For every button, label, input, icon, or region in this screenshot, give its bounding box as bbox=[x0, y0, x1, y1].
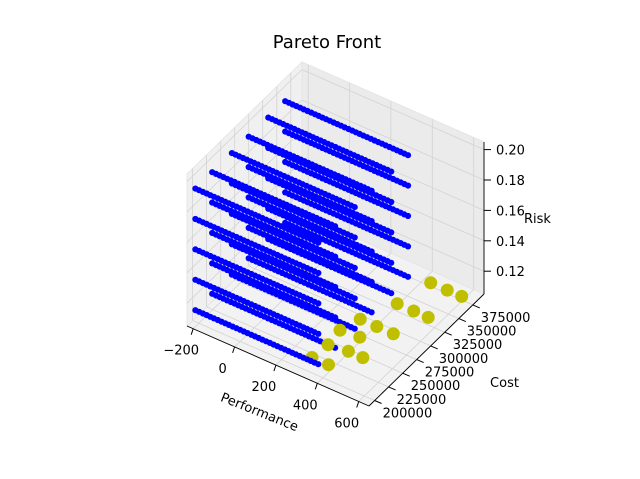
pareto-point-blue bbox=[368, 248, 375, 255]
x-axis-line bbox=[186, 325, 370, 407]
y-tick-label: 275000 bbox=[425, 366, 475, 381]
x-tick-label: 200 bbox=[251, 380, 276, 395]
pareto-point-blue bbox=[315, 330, 322, 337]
pareto-point-yellow bbox=[322, 358, 335, 372]
pareto-point-blue bbox=[332, 223, 339, 230]
pareto-point-blue bbox=[388, 229, 395, 236]
data-points bbox=[192, 98, 469, 372]
pareto-point-yellow bbox=[341, 344, 355, 358]
pareto-point-blue bbox=[368, 278, 375, 285]
pareto-point-blue bbox=[332, 253, 339, 260]
x-tick bbox=[273, 364, 277, 372]
y-tick bbox=[416, 359, 424, 364]
pareto-point-blue bbox=[351, 204, 358, 211]
y-tick bbox=[374, 400, 382, 404]
y-tick-label: 300000 bbox=[439, 352, 489, 367]
pareto-point-yellow bbox=[353, 330, 367, 344]
pareto-point-yellow bbox=[390, 297, 404, 311]
pareto-point-yellow bbox=[321, 338, 335, 352]
pareto-point-blue bbox=[368, 309, 375, 316]
pareto-point-blue bbox=[404, 152, 412, 159]
y-tick-label: 375000 bbox=[481, 311, 531, 326]
z-tick-label: 0.20 bbox=[496, 144, 525, 159]
pareto-point-blue bbox=[388, 290, 395, 297]
y-tick bbox=[444, 331, 452, 336]
z-tick-label: 0.14 bbox=[496, 235, 525, 250]
pareto-point-yellow bbox=[353, 312, 367, 326]
pareto-point-blue bbox=[388, 198, 395, 206]
x-tick-label: 600 bbox=[334, 417, 359, 432]
axis-lines bbox=[186, 142, 485, 407]
x-grid-floor bbox=[275, 252, 392, 366]
y-tick bbox=[430, 345, 438, 350]
y-grid-floor bbox=[234, 279, 417, 360]
y-grid-floor bbox=[248, 265, 431, 347]
z-tick-label: 0.16 bbox=[496, 204, 525, 219]
x-tick bbox=[356, 401, 360, 408]
x-tick bbox=[314, 383, 318, 390]
pareto-point-yellow bbox=[356, 351, 370, 365]
x-tick-label: 0 bbox=[218, 362, 226, 377]
pareto-point-blue bbox=[315, 300, 322, 307]
x-tick bbox=[190, 328, 194, 335]
x-tick-label: 400 bbox=[293, 398, 318, 413]
z-tick-label: 0.12 bbox=[496, 265, 525, 280]
pareto-point-blue bbox=[315, 269, 322, 277]
z-axis-label: Risk bbox=[524, 212, 551, 227]
pareto-point-blue bbox=[388, 259, 395, 266]
pareto-point-blue bbox=[351, 234, 358, 241]
pareto-point-blue bbox=[404, 273, 412, 280]
y-tick-label: 325000 bbox=[453, 338, 503, 353]
pareto-point-yellow bbox=[455, 289, 469, 303]
y-tick bbox=[402, 372, 410, 377]
pareto-point-yellow bbox=[407, 304, 421, 318]
pareto-point-blue bbox=[404, 182, 412, 189]
y-tick bbox=[458, 318, 466, 323]
pareto-point-blue bbox=[351, 264, 358, 271]
pareto-point-blue bbox=[351, 295, 358, 302]
y-tick-label: 350000 bbox=[467, 325, 517, 340]
y-grid-floor bbox=[192, 320, 375, 401]
pareto-point-blue bbox=[332, 314, 339, 321]
y-tick-label: 225000 bbox=[397, 393, 447, 408]
x-axis-label: Performance bbox=[218, 390, 300, 435]
pareto-point-yellow bbox=[440, 283, 454, 297]
y-tick-label: 200000 bbox=[383, 407, 433, 422]
z-grid-side bbox=[186, 69, 303, 182]
pareto-point-blue bbox=[315, 361, 322, 368]
y-tick bbox=[388, 386, 396, 391]
pareto-point-yellow bbox=[333, 323, 347, 337]
x-grid-floor bbox=[358, 289, 474, 402]
pareto-point-blue bbox=[351, 325, 358, 332]
y-axis-line bbox=[368, 293, 485, 407]
pareto-point-yellow bbox=[386, 327, 400, 341]
z-tick-label: 0.18 bbox=[496, 174, 525, 189]
pareto-point-blue bbox=[315, 239, 322, 246]
z-grid-back bbox=[301, 99, 485, 181]
pareto-point-yellow bbox=[370, 320, 384, 333]
axis-ticks: −200 0 200 400 600 20000022500025000027500030… bbox=[163, 144, 530, 432]
y-tick-label: 250000 bbox=[411, 379, 461, 394]
y-grid-floor bbox=[206, 306, 389, 388]
pareto-point-yellow bbox=[424, 276, 438, 290]
pareto-point-blue bbox=[332, 283, 339, 291]
chart-title: Pareto Front bbox=[273, 32, 381, 53]
x-tick-label: −200 bbox=[163, 344, 199, 359]
y-tick bbox=[472, 304, 480, 309]
z-grid-back bbox=[301, 69, 485, 150]
pareto-point-blue bbox=[404, 212, 412, 220]
pareto-point-blue bbox=[388, 168, 395, 175]
pareto-point-blue bbox=[368, 218, 375, 225]
pareto-point-yellow bbox=[421, 310, 435, 324]
pareto-point-blue bbox=[404, 243, 412, 250]
pareto-point-blue bbox=[368, 187, 375, 194]
y-axis-label: Cost bbox=[490, 376, 519, 391]
x-tick bbox=[232, 346, 236, 354]
y-grid-floor bbox=[262, 251, 445, 333]
